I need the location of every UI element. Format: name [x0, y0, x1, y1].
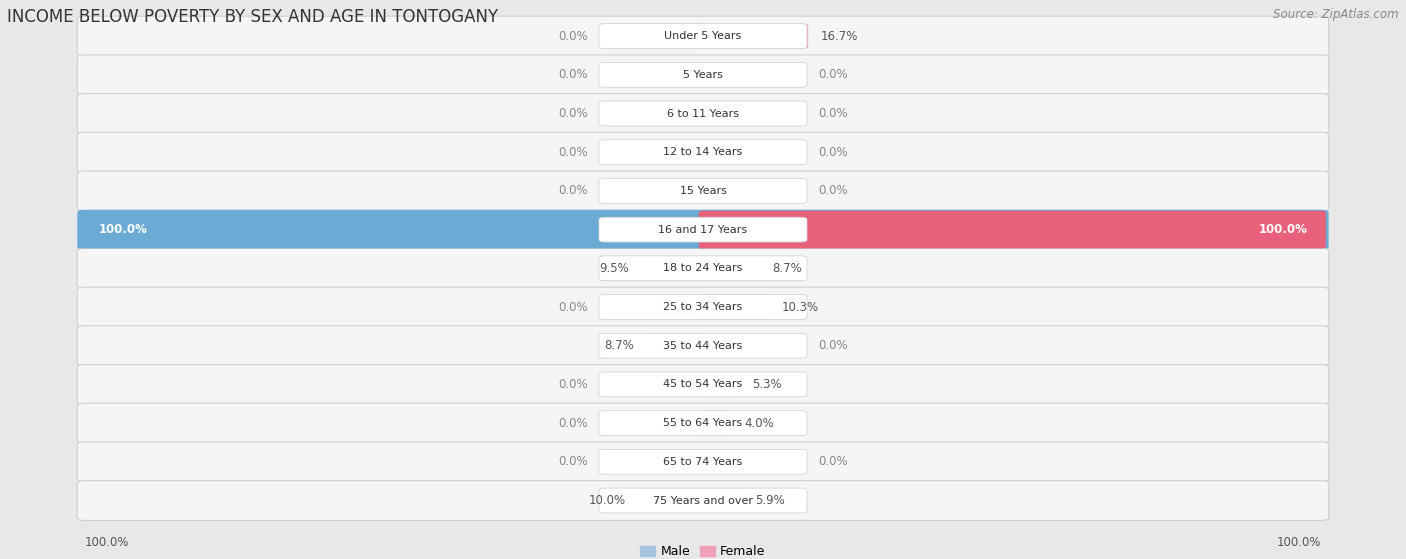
FancyBboxPatch shape	[77, 210, 1329, 249]
Text: 9.5%: 9.5%	[599, 262, 628, 275]
Text: 10.3%: 10.3%	[782, 301, 820, 314]
Text: 12 to 14 Years: 12 to 14 Years	[664, 147, 742, 157]
FancyBboxPatch shape	[599, 23, 807, 49]
FancyBboxPatch shape	[599, 63, 807, 87]
Text: Source: ZipAtlas.com: Source: ZipAtlas.com	[1274, 8, 1399, 21]
FancyBboxPatch shape	[699, 295, 769, 319]
Text: 8.7%: 8.7%	[603, 339, 634, 352]
Text: Under 5 Years: Under 5 Years	[665, 31, 741, 41]
Text: 0.0%: 0.0%	[818, 456, 848, 468]
Text: 0.0%: 0.0%	[818, 146, 848, 159]
FancyBboxPatch shape	[699, 488, 742, 513]
FancyBboxPatch shape	[77, 403, 1329, 443]
Text: 0.0%: 0.0%	[818, 184, 848, 197]
Text: 100.0%: 100.0%	[1258, 223, 1308, 236]
Text: 45 to 54 Years: 45 to 54 Years	[664, 380, 742, 390]
FancyBboxPatch shape	[80, 211, 707, 248]
FancyBboxPatch shape	[599, 295, 807, 319]
FancyBboxPatch shape	[77, 93, 1329, 134]
Text: 0.0%: 0.0%	[558, 456, 588, 468]
FancyBboxPatch shape	[647, 333, 707, 358]
FancyBboxPatch shape	[641, 256, 707, 281]
FancyBboxPatch shape	[77, 248, 1329, 288]
Text: 5.3%: 5.3%	[752, 378, 782, 391]
Text: 15 Years: 15 Years	[679, 186, 727, 196]
FancyBboxPatch shape	[77, 287, 1329, 327]
Text: 5.9%: 5.9%	[755, 494, 786, 507]
Text: 0.0%: 0.0%	[558, 68, 588, 81]
Text: 6 to 11 Years: 6 to 11 Years	[666, 108, 740, 119]
FancyBboxPatch shape	[77, 326, 1329, 366]
FancyBboxPatch shape	[599, 217, 807, 242]
FancyBboxPatch shape	[77, 16, 1329, 56]
Text: 35 to 44 Years: 35 to 44 Years	[664, 341, 742, 350]
Text: 100.0%: 100.0%	[98, 223, 148, 236]
FancyBboxPatch shape	[699, 256, 759, 281]
FancyBboxPatch shape	[77, 442, 1329, 482]
Text: 0.0%: 0.0%	[558, 184, 588, 197]
Text: 65 to 74 Years: 65 to 74 Years	[664, 457, 742, 467]
FancyBboxPatch shape	[599, 101, 807, 126]
Legend: Male, Female: Male, Female	[641, 546, 765, 558]
Text: 0.0%: 0.0%	[818, 68, 848, 81]
Text: 0.0%: 0.0%	[558, 416, 588, 430]
FancyBboxPatch shape	[699, 211, 1326, 248]
Text: 25 to 34 Years: 25 to 34 Years	[664, 302, 742, 312]
FancyBboxPatch shape	[599, 372, 807, 397]
Text: 0.0%: 0.0%	[558, 301, 588, 314]
Text: 0.0%: 0.0%	[818, 107, 848, 120]
Text: 18 to 24 Years: 18 to 24 Years	[664, 263, 742, 273]
Text: 100.0%: 100.0%	[1277, 536, 1322, 549]
Text: 0.0%: 0.0%	[558, 30, 588, 42]
FancyBboxPatch shape	[599, 178, 807, 203]
FancyBboxPatch shape	[599, 488, 807, 513]
FancyBboxPatch shape	[77, 132, 1329, 172]
Text: 75 Years and over: 75 Years and over	[652, 495, 754, 505]
Text: 0.0%: 0.0%	[558, 146, 588, 159]
Text: INCOME BELOW POVERTY BY SEX AND AGE IN TONTOGANY: INCOME BELOW POVERTY BY SEX AND AGE IN T…	[7, 8, 498, 26]
FancyBboxPatch shape	[699, 372, 740, 397]
Text: 0.0%: 0.0%	[818, 339, 848, 352]
FancyBboxPatch shape	[599, 411, 807, 435]
Text: 4.0%: 4.0%	[744, 416, 773, 430]
Text: 0.0%: 0.0%	[558, 107, 588, 120]
Text: 100.0%: 100.0%	[84, 536, 129, 549]
Text: 16.7%: 16.7%	[821, 30, 858, 42]
FancyBboxPatch shape	[699, 411, 731, 435]
Text: 8.7%: 8.7%	[772, 262, 803, 275]
FancyBboxPatch shape	[77, 55, 1329, 94]
Text: 16 and 17 Years: 16 and 17 Years	[658, 225, 748, 235]
Text: 55 to 64 Years: 55 to 64 Years	[664, 418, 742, 428]
Text: 10.0%: 10.0%	[589, 494, 626, 507]
FancyBboxPatch shape	[77, 364, 1329, 404]
FancyBboxPatch shape	[77, 481, 1329, 520]
FancyBboxPatch shape	[699, 24, 808, 49]
FancyBboxPatch shape	[638, 488, 707, 513]
FancyBboxPatch shape	[77, 171, 1329, 211]
Text: 5 Years: 5 Years	[683, 70, 723, 80]
Text: 0.0%: 0.0%	[558, 378, 588, 391]
FancyBboxPatch shape	[599, 333, 807, 358]
FancyBboxPatch shape	[599, 256, 807, 281]
FancyBboxPatch shape	[599, 140, 807, 165]
FancyBboxPatch shape	[599, 449, 807, 474]
